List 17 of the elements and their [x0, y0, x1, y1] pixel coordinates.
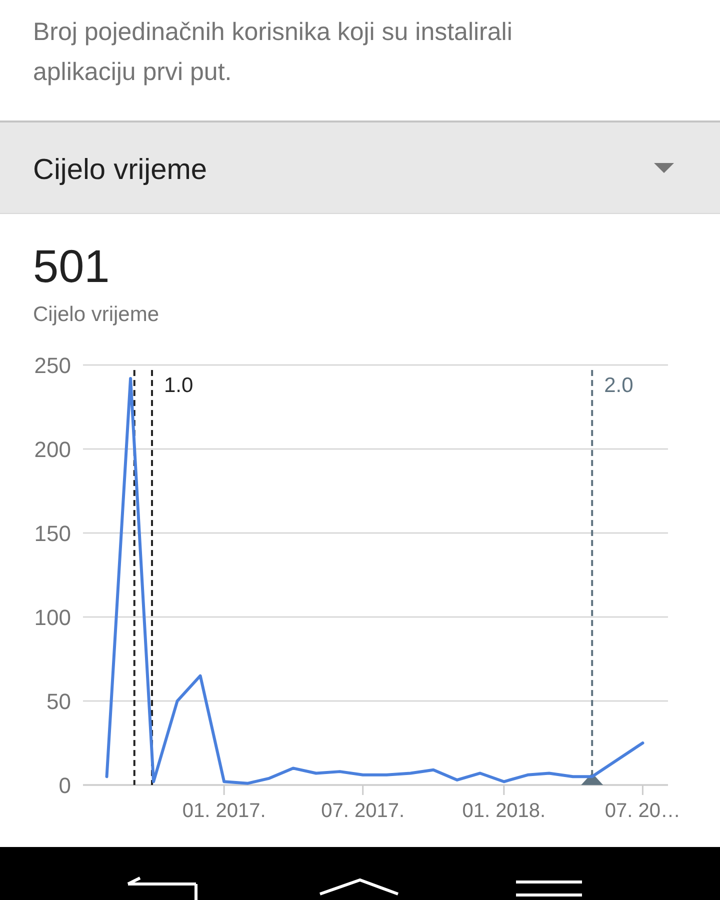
y-tick-label: 50: [46, 689, 71, 714]
text: Cijelo vrijeme: [33, 303, 160, 326]
y-tick-label: 200: [34, 437, 71, 462]
y-tick-label: 0: [58, 773, 71, 798]
x-tick-label: 01. 2018.: [462, 800, 546, 822]
y-tick-label: 250: [34, 353, 71, 378]
ref-line-label: 1.0: [164, 374, 194, 397]
x-tick-label: 01. 2017.: [182, 800, 266, 822]
chart-title: Broj pojedinačnih korisnika koji su instalirali aplikaciju prvi put.: [33, 18, 512, 86]
text: 501: [33, 240, 110, 292]
y-tick-label: 100: [34, 605, 71, 630]
y-tick-label: 150: [34, 521, 71, 546]
ref-line-label: 2.0: [604, 374, 634, 397]
text: Cijelo vrijeme: [33, 154, 208, 186]
x-tick-label: 07. 2017.: [321, 800, 405, 822]
x-tick-label: 07. 20…: [604, 800, 681, 822]
line-series: [105, 376, 644, 785]
